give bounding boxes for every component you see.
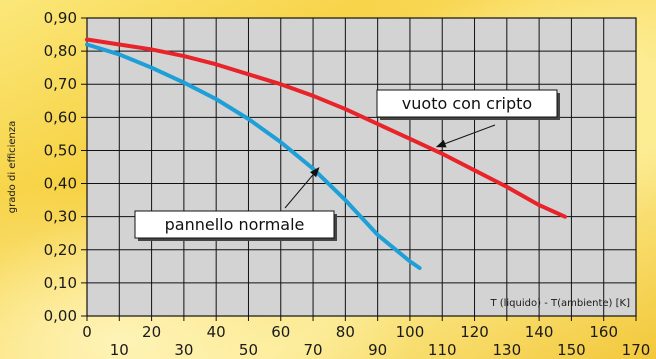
x-tick-label: 0 xyxy=(82,323,92,341)
y-tick-label: 0,80 xyxy=(44,42,77,60)
x-tick-labels: 0 20 40 60 80 100 120 140 160 10 30 50 70 90 110 130 150… xyxy=(82,323,650,359)
y-tick-label: 0,50 xyxy=(44,141,77,159)
x-tick-label: 90 xyxy=(368,341,387,359)
y-tick-label: 0,60 xyxy=(44,108,77,126)
x-tick-label: 150 xyxy=(557,341,586,359)
x-tick-label: 130 xyxy=(493,341,522,359)
callout-arrow-head xyxy=(435,139,447,148)
y-tick-label: 0,20 xyxy=(44,241,77,259)
x-tick-label: 30 xyxy=(174,341,193,359)
callout-arrow xyxy=(444,124,496,145)
x-tick-label: 110 xyxy=(428,341,457,359)
x-tick-label: 160 xyxy=(589,323,618,341)
plot-area xyxy=(87,18,636,316)
callout-label: vuoto con cripto xyxy=(402,94,532,113)
series-line xyxy=(85,37,567,219)
y-tick-label: 0,70 xyxy=(44,75,77,93)
y-tick-label: 0,00 xyxy=(44,307,77,325)
x-tick-label: 120 xyxy=(460,323,489,341)
series-line xyxy=(85,42,422,270)
x-tick-label: 40 xyxy=(207,323,226,341)
y-tick-label: 0,30 xyxy=(44,208,77,226)
plot-border xyxy=(86,17,637,317)
y-tick-label: 0,90 xyxy=(44,9,77,27)
callout-box xyxy=(376,89,558,118)
callout-arrow-head xyxy=(310,167,320,178)
x-axis-label: T (liquido) - T(ambiente) [K] xyxy=(489,298,630,309)
callout-arrow xyxy=(284,174,314,209)
x-tick-label: 10 xyxy=(110,341,129,359)
y-tick-labels: 0,00 0,10 0,20 0,30 0,40 0,50 0,60 0,70 0,80 0,90 xyxy=(44,9,77,325)
x-tick-label: 80 xyxy=(336,323,355,341)
callout-label: pannello normale xyxy=(165,215,305,234)
callout: pannello normale xyxy=(134,167,337,241)
callouts: vuoto con cripto pannello normale xyxy=(134,89,560,241)
x-tick-label: 140 xyxy=(525,323,554,341)
y-tick-label: 0,40 xyxy=(44,175,77,193)
series-lines xyxy=(85,37,567,270)
x-tick-label: 60 xyxy=(271,323,290,341)
callout-box xyxy=(134,210,335,239)
x-tick-label: 20 xyxy=(142,323,161,341)
y-tick-label: 0,10 xyxy=(44,274,77,292)
x-tick-label: 170 xyxy=(622,341,651,359)
x-tick-label: 100 xyxy=(396,323,425,341)
callout: vuoto con cripto xyxy=(376,89,560,148)
x-tick-label: 50 xyxy=(239,341,258,359)
x-tick-label: 70 xyxy=(304,341,323,359)
y-axis-label: grado di efficienza xyxy=(7,121,18,214)
